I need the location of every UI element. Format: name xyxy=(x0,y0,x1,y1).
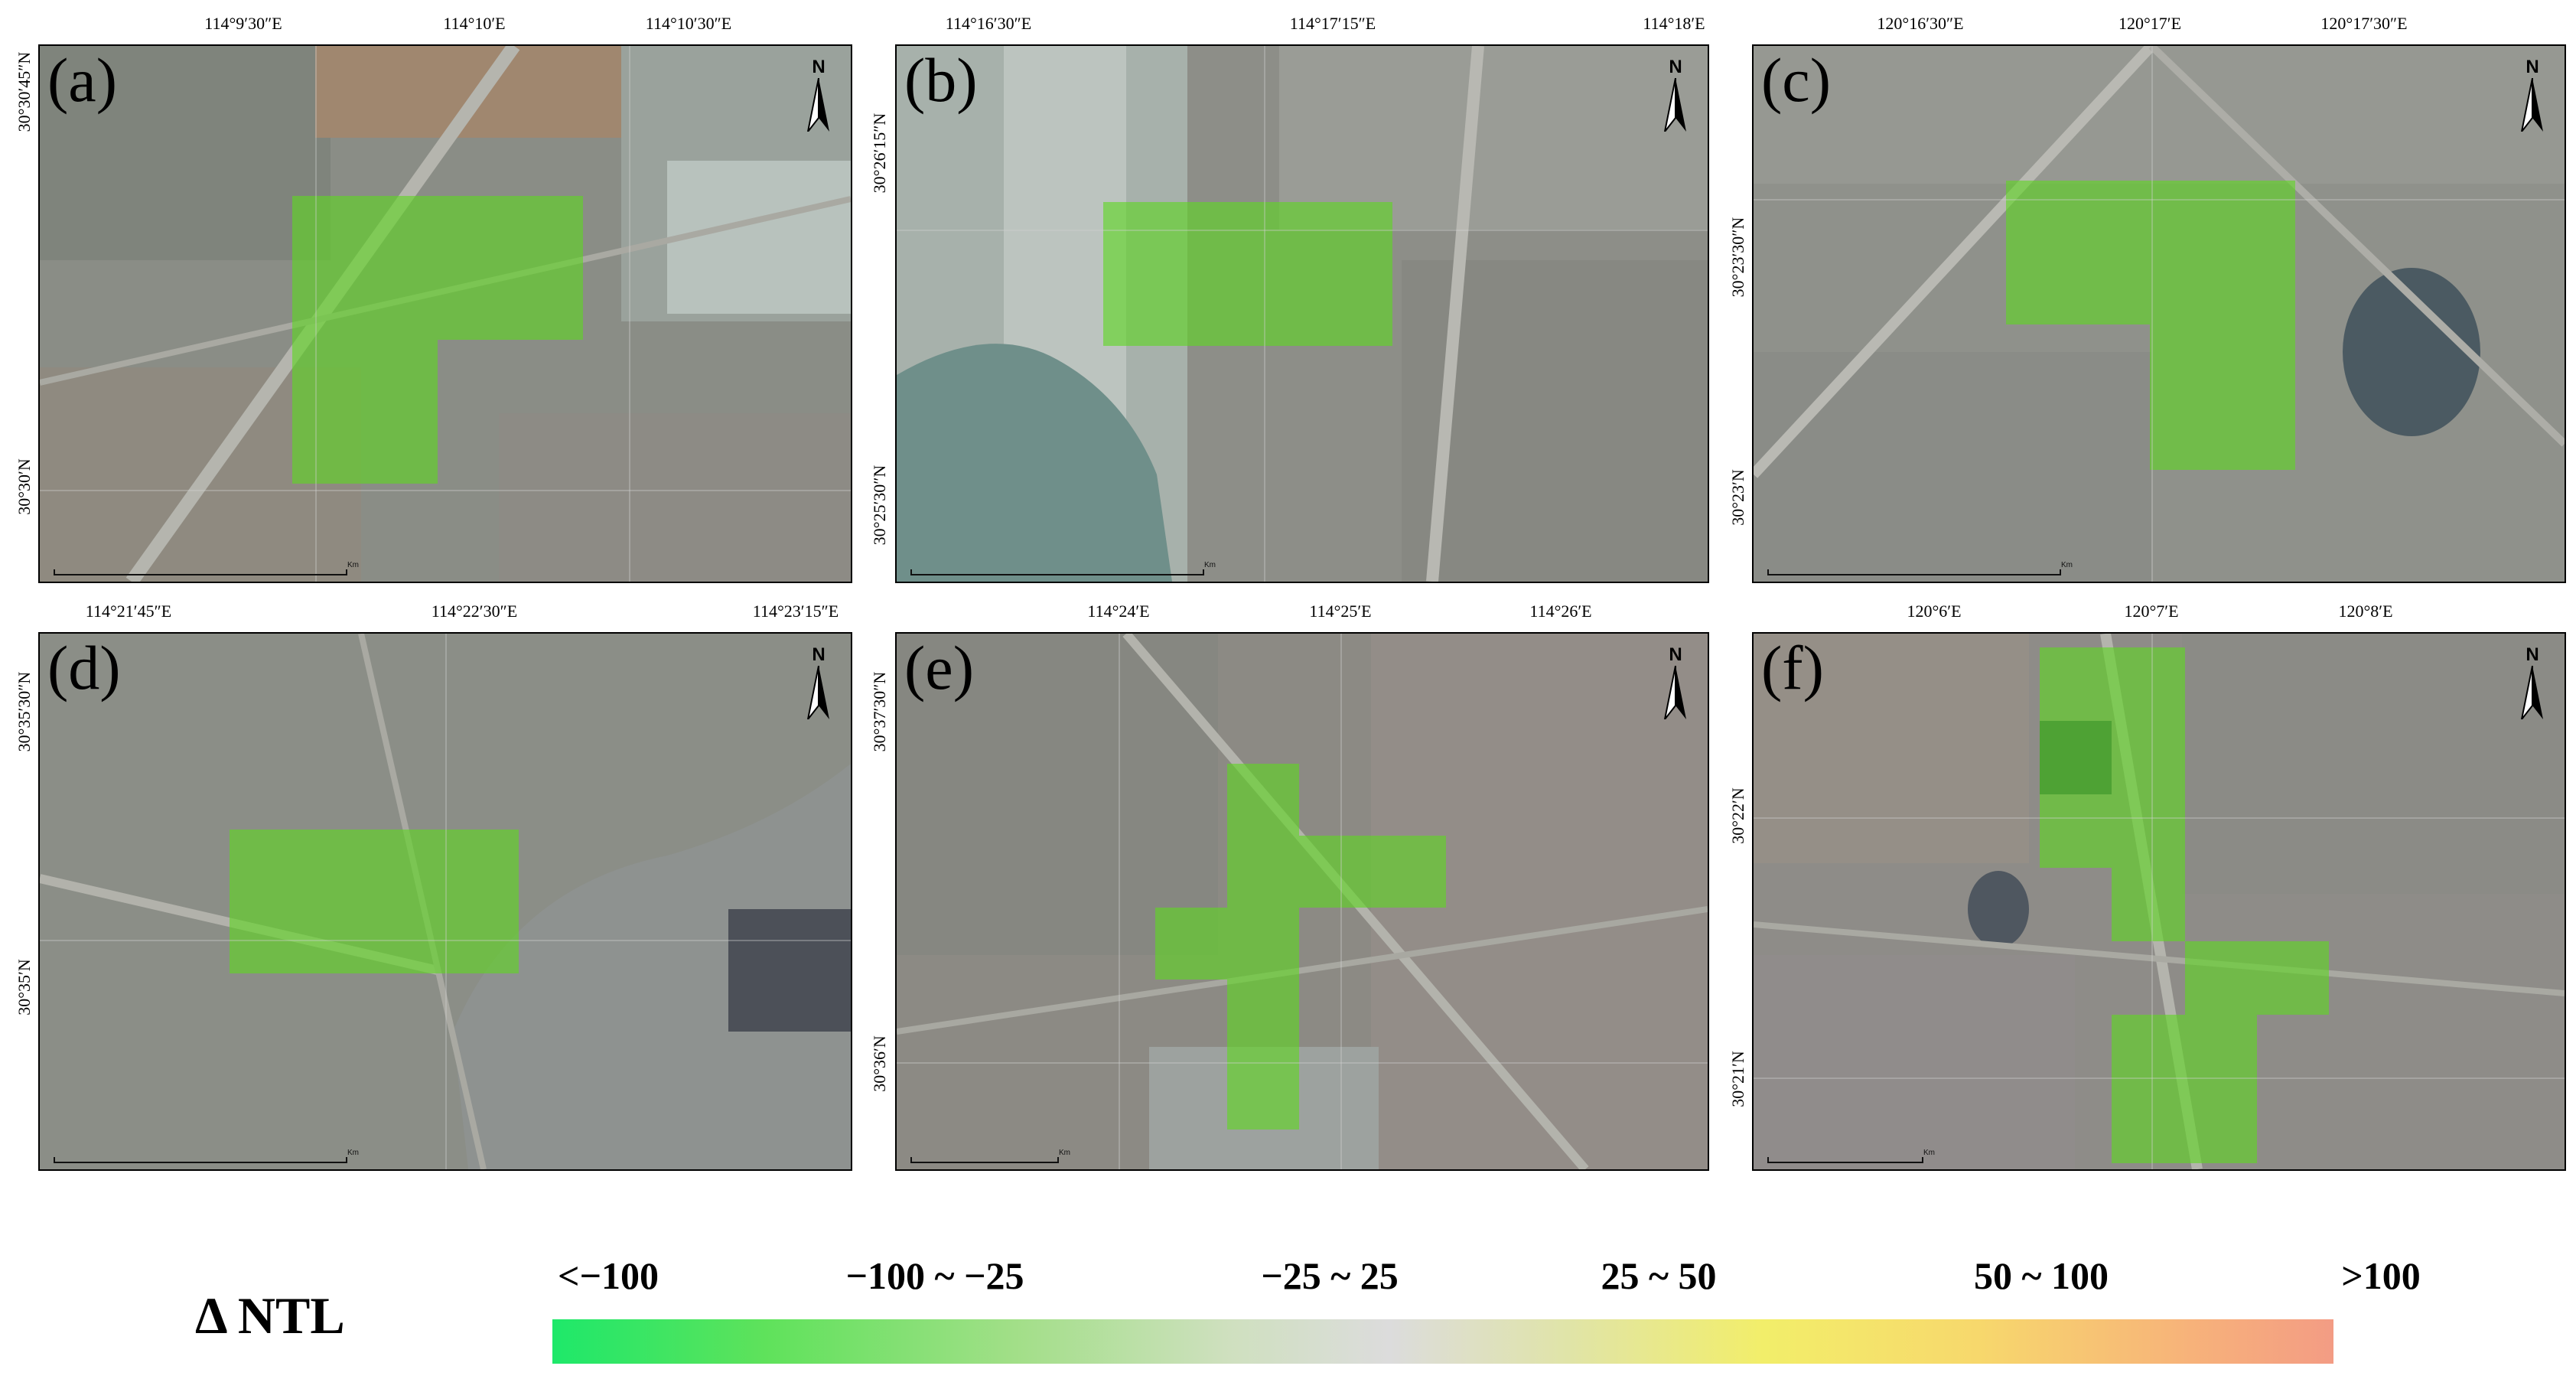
ntl-change-patch xyxy=(2040,794,2185,868)
scale-bar: Km xyxy=(1767,561,2073,575)
north-arrow-icon: N xyxy=(1660,644,1691,721)
latitude-tick-label: 30°26′15″N xyxy=(870,112,889,194)
map-panel-b: (b) N Km xyxy=(895,44,1709,583)
north-arrow-icon: N xyxy=(2517,644,2548,721)
scale-bar: Km xyxy=(910,1149,1070,1163)
north-arrow-icon: N xyxy=(1660,57,1691,133)
ntl-change-patch xyxy=(230,830,519,973)
legend-class-label: <−100 xyxy=(558,1254,659,1297)
longitude-tick-label: 120°8′E xyxy=(2338,601,2393,621)
longitude-tick-label: 114°21′45″E xyxy=(85,601,172,621)
panel-label: (c) xyxy=(1761,45,1832,115)
map-panel-a: (a) N Km xyxy=(38,44,852,583)
latitude-tick-label: 30°25′30″N xyxy=(870,465,889,546)
longitude-tick-label: 114°17′15″E xyxy=(1289,14,1376,33)
longitude-tick-label: 114°9′30″E xyxy=(204,14,282,33)
map-panel-c: (c) N Km xyxy=(1752,44,2566,583)
longitude-tick-label: 120°6′E xyxy=(1907,601,1962,621)
scale-bar: Km xyxy=(1767,1149,1935,1163)
longitude-tick-label: 120°7′E xyxy=(2124,601,2179,621)
longitude-tick-label: 114°25′E xyxy=(1309,601,1372,621)
longitude-tick-label: 114°16′30″E xyxy=(945,14,1032,33)
scale-bar: Km xyxy=(54,561,359,575)
latitude-tick-label: 30°35′30″N xyxy=(15,671,34,752)
legend-class-label: −100 ~ −25 xyxy=(845,1254,1024,1297)
scale-bar: Km xyxy=(54,1149,359,1163)
ntl-change-patch xyxy=(1103,202,1392,346)
scale-bar: Km xyxy=(910,561,1216,575)
latitude-tick-label: 30°36′N xyxy=(870,1035,889,1092)
latitude-tick-label: 30°37′30″N xyxy=(870,671,889,752)
north-arrow-icon: N xyxy=(803,57,834,133)
legend-class-label: >100 xyxy=(2341,1254,2421,1297)
legend-class-label: 50 ~ 100 xyxy=(1973,1254,2109,1297)
map-panel-f: (f) N Km xyxy=(1752,632,2566,1171)
panel-label: (f) xyxy=(1761,633,1824,703)
ntl-change-patch xyxy=(2112,1015,2257,1163)
longitude-tick-label: 114°22′30″E xyxy=(431,601,518,621)
panel-label: (e) xyxy=(904,633,975,703)
ntl-change-patch xyxy=(2040,721,2112,794)
latitude-tick-label: 30°22′N xyxy=(1728,787,1747,844)
latitude-tick-label: 30°35′N xyxy=(15,959,34,1016)
map-panel-e: (e) N Km xyxy=(895,632,1709,1171)
map-panel-d: (d) N Km xyxy=(38,632,852,1171)
latitude-tick-label: 30°23′N xyxy=(1728,469,1747,526)
ntl-change-patch xyxy=(2150,324,2295,470)
ntl-change-patch xyxy=(2185,941,2329,1015)
satellite-imagery xyxy=(40,634,851,1169)
latitude-tick-label: 30°30′N xyxy=(15,458,34,515)
ntl-change-patch xyxy=(1227,980,1299,1130)
ntl-change-patch xyxy=(2112,721,2185,794)
latitude-tick-label: 30°30′45″N xyxy=(15,51,34,132)
longitude-tick-label: 120°16′30″E xyxy=(1877,14,1964,33)
north-arrow-icon: N xyxy=(803,644,834,721)
longitude-tick-label: 114°18′E xyxy=(1643,14,1705,33)
ntl-change-patch xyxy=(1227,836,1446,908)
ntl-change-patch xyxy=(1155,908,1299,980)
north-arrow-icon: N xyxy=(2517,57,2548,133)
longitude-tick-label: 114°10′E xyxy=(443,14,506,33)
longitude-tick-label: 114°24′E xyxy=(1087,601,1150,621)
longitude-tick-label: 120°17′E xyxy=(2118,14,2182,33)
legend-class-label: −25 ~ 25 xyxy=(1261,1254,1399,1297)
legend-class-label: 25 ~ 50 xyxy=(1601,1254,1717,1297)
legend-color-ramp xyxy=(552,1319,2333,1364)
panel-label: (d) xyxy=(47,633,121,703)
panel-label: (b) xyxy=(904,45,978,115)
ntl-change-patch xyxy=(1227,764,1299,836)
ntl-change-patch xyxy=(2040,647,2185,721)
ntl-change-patch xyxy=(2006,181,2295,324)
longitude-tick-label: 114°10′30″E xyxy=(645,14,732,33)
latitude-tick-label: 30°23′30″N xyxy=(1728,217,1747,298)
ntl-change-patch xyxy=(292,340,438,484)
longitude-tick-label: 114°23′15″E xyxy=(752,601,839,621)
ntl-change-patch xyxy=(292,196,583,340)
longitude-tick-label: 120°17′30″E xyxy=(2320,14,2408,33)
ntl-change-patch xyxy=(2112,868,2185,941)
latitude-tick-label: 30°21′N xyxy=(1728,1051,1747,1107)
panel-label: (a) xyxy=(47,45,118,115)
longitude-tick-label: 114°26′E xyxy=(1529,601,1592,621)
legend-title: Δ NTL xyxy=(195,1286,345,1345)
